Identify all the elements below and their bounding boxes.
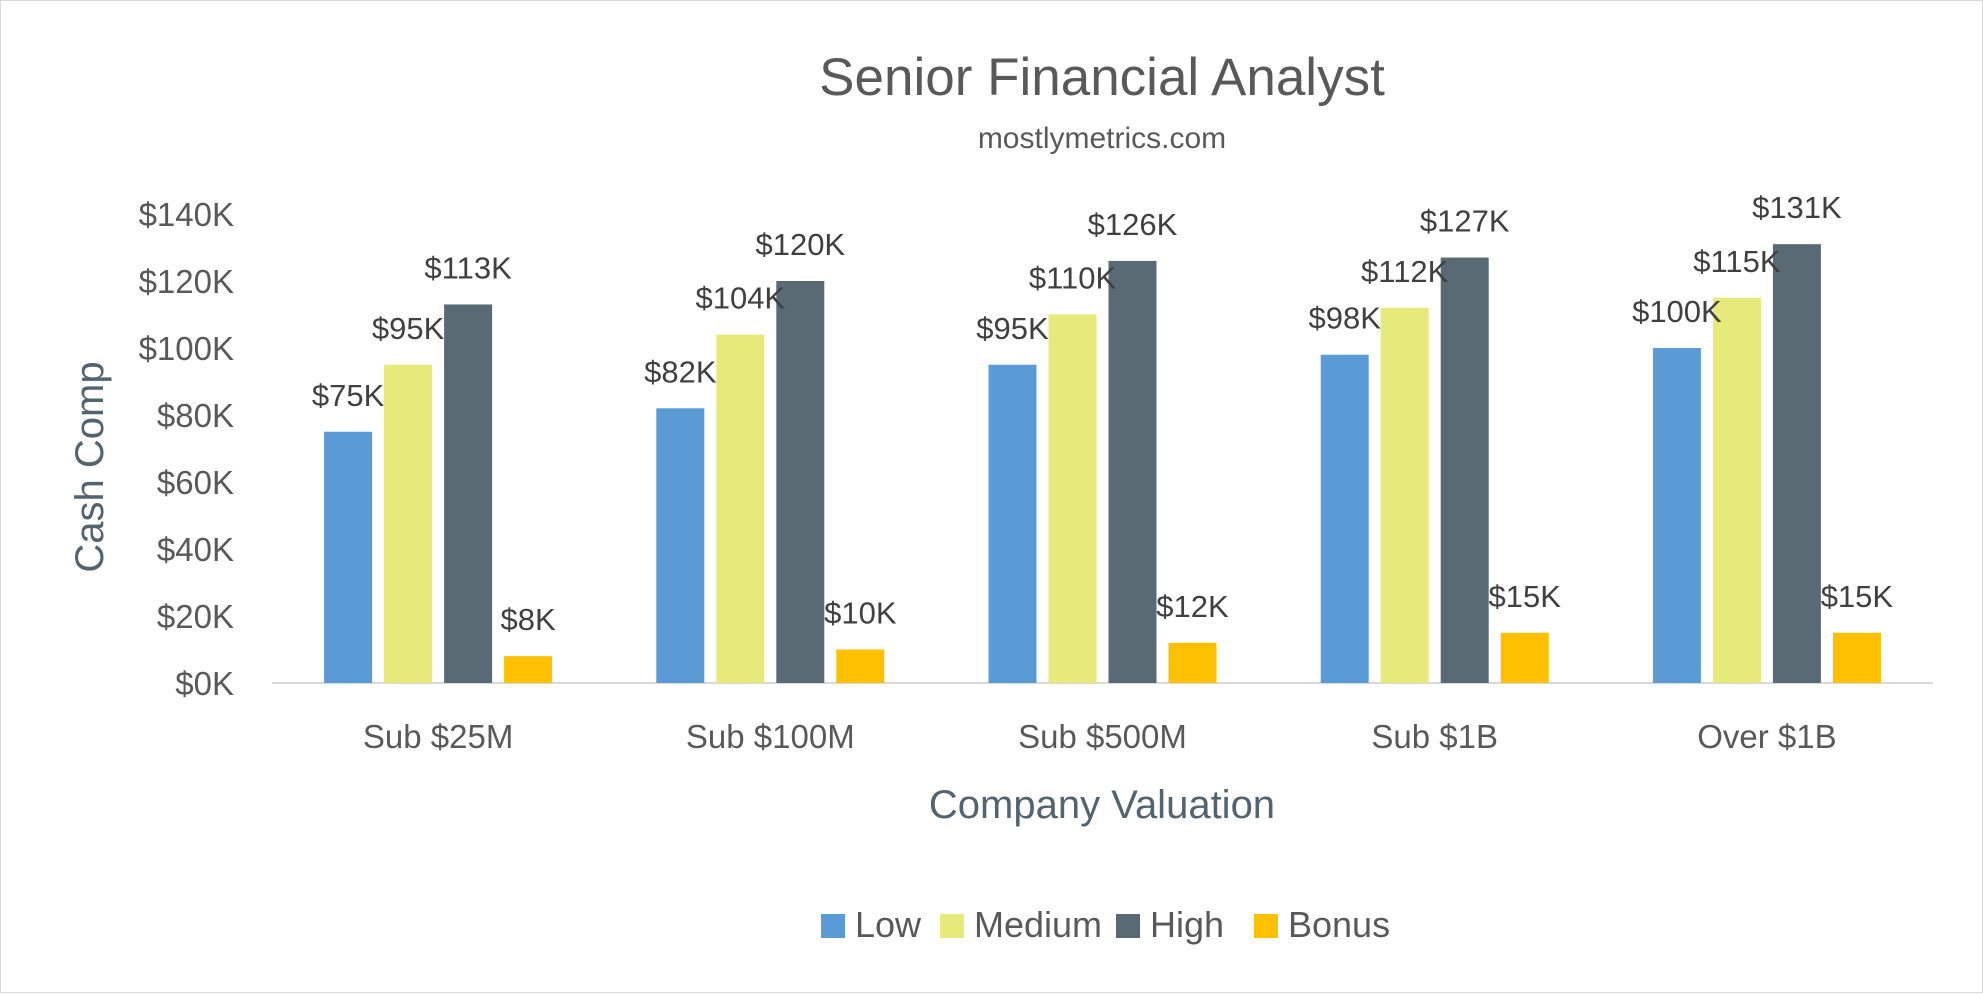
y-tick-label: $140K (139, 196, 234, 233)
y-tick-label: $60K (157, 464, 234, 501)
data-label: $120K (755, 227, 845, 262)
bar-high (1772, 244, 1821, 683)
data-label: $15K (1488, 579, 1561, 614)
legend-swatch-bonus (1254, 914, 1278, 938)
legend: Low Medium High Bonus (821, 904, 1390, 945)
x-tick-label: Over $1B (1697, 718, 1836, 755)
bar-low (1320, 354, 1369, 683)
x-tick-label: Sub $1B (1371, 718, 1498, 755)
bar-high (1440, 257, 1489, 683)
x-axis-ticks: Sub $25M Sub $100M Sub $500M Sub $1B Over $1… (363, 718, 1837, 755)
y-tick-label: $40K (157, 531, 234, 568)
y-tick-label: $20K (157, 598, 234, 635)
data-label: $12K (1156, 589, 1229, 624)
bar-high (444, 304, 493, 683)
data-label: $8K (501, 602, 556, 637)
legend-swatch-high (1116, 914, 1140, 938)
bar-bonus (1832, 632, 1881, 683)
legend-label: Medium (974, 904, 1102, 945)
data-label: $82K (644, 354, 717, 389)
data-label: $126K (1088, 207, 1178, 242)
data-label: $115K (1693, 244, 1781, 279)
legend-swatch-low (821, 914, 845, 938)
x-axis-title: Company Valuation (929, 783, 1275, 827)
legend-label: High (1150, 904, 1224, 945)
data-label: $113K (424, 250, 512, 285)
bar-low (1652, 348, 1701, 683)
x-tick-label: Sub $100M (686, 718, 855, 755)
data-label: $95K (372, 311, 445, 346)
bar-medium (1712, 297, 1761, 683)
data-label: $75K (312, 378, 385, 413)
x-tick-label: Sub $25M (363, 718, 513, 755)
x-tick-label: Sub $500M (1018, 718, 1187, 755)
bar-high (776, 281, 825, 683)
y-tick-label: $80K (157, 397, 234, 434)
legend-label: Bonus (1288, 904, 1390, 945)
bar-bonus (1500, 632, 1549, 683)
bar-low (656, 408, 705, 683)
data-labels: $75K $95K $113K $8K $82K $104K $120K $10K $95K $1… (312, 190, 1894, 637)
data-label: $95K (976, 311, 1049, 346)
y-tick-label: $120K (139, 263, 234, 300)
bar-group (324, 244, 1881, 683)
bar-low (988, 364, 1037, 683)
bar-bonus (1168, 642, 1217, 683)
y-tick-label: $100K (139, 330, 234, 367)
data-label: $98K (1308, 301, 1381, 336)
data-label: $15K (1821, 579, 1894, 614)
bar-bonus (504, 656, 553, 683)
chart-subtitle: mostlymetrics.com (978, 122, 1226, 155)
legend-swatch-medium (940, 914, 964, 938)
y-tick-label: $0K (175, 665, 234, 702)
data-label: $110K (1029, 261, 1117, 296)
legend-label: Low (855, 904, 922, 945)
y-axis-ticks: $0K $20K $40K $60K $80K $100K $120K $140K (139, 196, 234, 702)
data-label: $104K (695, 281, 785, 316)
data-label: $100K (1632, 294, 1722, 329)
data-label: $112K (1361, 254, 1449, 289)
bar-medium (1048, 314, 1097, 683)
data-label: $127K (1420, 204, 1510, 239)
bar-medium (384, 364, 433, 683)
y-axis-title: Cash Comp (68, 361, 112, 572)
bar-bonus (836, 649, 885, 683)
data-label: $10K (824, 596, 897, 631)
bar-medium (1380, 307, 1429, 683)
bar-low (324, 431, 373, 683)
data-label: $131K (1752, 190, 1842, 225)
bar-medium (716, 334, 765, 683)
chart-title: Senior Financial Analyst (819, 48, 1385, 107)
bar-high (1108, 260, 1157, 683)
